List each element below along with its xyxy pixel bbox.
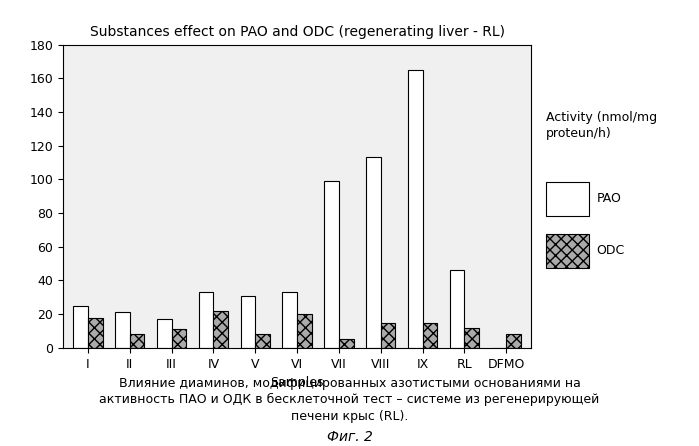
Bar — [339, 339, 354, 348]
Text: PAO: PAO — [597, 192, 621, 205]
Bar — [130, 334, 145, 348]
Text: активность ПАО и ОДК в бесклеточной тест – системе из регенерирующей: активность ПАО и ОДК в бесклеточной тест… — [99, 393, 600, 406]
Bar — [408, 70, 422, 348]
Text: Activity (nmol/mg
proteun/h): Activity (nmol/mg proteun/h) — [546, 112, 657, 140]
Bar — [115, 313, 130, 348]
Bar — [422, 322, 437, 348]
Bar — [172, 329, 186, 348]
Bar — [381, 322, 396, 348]
Bar — [88, 318, 103, 348]
Bar — [366, 157, 381, 348]
Bar — [199, 292, 213, 348]
Bar — [546, 234, 589, 268]
Bar — [213, 311, 228, 348]
Bar — [449, 270, 464, 348]
Bar — [464, 328, 479, 348]
Bar — [506, 334, 521, 348]
Bar — [73, 306, 88, 348]
Bar — [546, 182, 589, 216]
Text: Влияние диаминов, модифицированных азотистыми основаниями на: Влияние диаминов, модифицированных азоти… — [119, 377, 580, 390]
Bar — [282, 292, 297, 348]
Text: Фиг. 2: Фиг. 2 — [326, 430, 373, 444]
Text: ODC: ODC — [597, 244, 625, 257]
Text: печени крыс (RL).: печени крыс (RL). — [291, 410, 408, 423]
X-axis label: Samples: Samples — [271, 376, 324, 389]
Bar — [297, 314, 312, 348]
Bar — [255, 334, 270, 348]
Bar — [240, 296, 255, 348]
Bar — [324, 181, 339, 348]
Title: Substances effect on PAO and ODC (regenerating liver - RL): Substances effect on PAO and ODC (regene… — [89, 25, 505, 39]
Bar — [157, 319, 172, 348]
